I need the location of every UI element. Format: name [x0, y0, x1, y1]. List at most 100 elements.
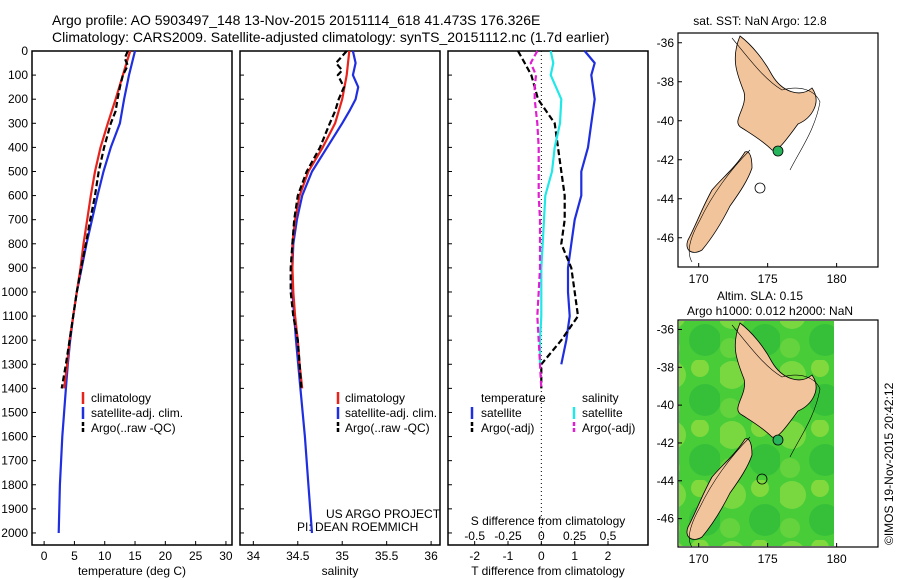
map-ytick-label: -46: [657, 231, 675, 245]
xtick-label: 0: [41, 549, 48, 563]
map-ytick-label: -42: [657, 436, 675, 450]
ytick-label: 100: [8, 68, 28, 82]
north-island: [734, 35, 817, 151]
chatham-outline: [754, 182, 766, 194]
sst-map: [677, 32, 879, 268]
ytick-label: 600: [8, 189, 28, 203]
legend-label-sal-satellite: satellite: [582, 406, 623, 420]
map-ytick-label: -44: [657, 474, 675, 488]
xtick-label: 34: [247, 549, 261, 563]
ytick-label: 400: [8, 140, 28, 154]
legend-label-argo: Argo(..raw -QC): [91, 421, 176, 435]
difference-legend: temperature salinity satellite Argo(-adj…: [470, 391, 635, 435]
s-difference-tick-label: -0.25: [494, 529, 522, 543]
ytick-label: 1600: [1, 430, 28, 444]
difference-xlabel: T difference from climatology: [471, 564, 625, 578]
ytick-label: 300: [8, 116, 28, 130]
map-ytick-label: -40: [657, 398, 675, 412]
series-line-satellite: [560, 50, 596, 365]
map-ytick-label: -38: [657, 360, 675, 374]
south-island: [686, 151, 753, 253]
ytick-label: 1700: [1, 454, 28, 468]
sst-map-title: sat. SST: NaN Argo: 12.8: [693, 14, 827, 28]
ytick-label: 1000: [1, 285, 28, 299]
map-xtick-label: 180: [827, 552, 847, 566]
s-difference-tick-label: -0.5: [464, 529, 485, 543]
ytick-label: 700: [8, 213, 28, 227]
difference-panel: [447, 50, 649, 546]
map-xtick-label: 175: [758, 272, 778, 286]
xtick-label: 35.5: [375, 549, 399, 563]
xtick-label: 35: [336, 549, 350, 563]
chatham-outline: [756, 473, 768, 485]
series-line-argo-adj-: [529, 50, 543, 389]
xtick-label: 2: [605, 549, 612, 563]
series-line-argo-raw-qc-: [60, 50, 129, 389]
ytick-label: 0: [21, 44, 28, 58]
legend-label-temp-argo: Argo(-adj): [481, 421, 534, 435]
xtick-label: 10: [98, 549, 112, 563]
ytick-label: 900: [8, 261, 28, 275]
south-island: [686, 438, 753, 540]
temperature-xlabel: temperature (deg C): [78, 564, 186, 578]
map-ytick-label: -36: [657, 322, 675, 336]
s-difference-tick-label: 0.25: [563, 529, 587, 543]
xtick-label: 15: [128, 549, 142, 563]
map-ytick-label: -40: [657, 114, 675, 128]
xtick-label: 1: [571, 549, 578, 563]
xtick-label: 36: [424, 549, 438, 563]
salinity-xlabel: salinity: [322, 564, 359, 578]
map-ytick-label: -42: [657, 153, 675, 167]
s-difference-title: S difference from climatology: [471, 514, 626, 528]
map-xtick-label: 180: [827, 272, 847, 286]
xtick-label: 25: [189, 549, 203, 563]
s-difference-tick-label: 0.5: [600, 529, 617, 543]
argo-location-marker: [772, 434, 784, 446]
legend-header-salinity: salinity: [582, 391, 619, 405]
xtick-label: -1: [503, 549, 514, 563]
sla-contour: [688, 324, 821, 547]
map-ytick-label: -44: [657, 192, 675, 206]
series-line-argo-adj-: [517, 50, 580, 389]
header-line1: Argo profile: AO 5903497_148 13-Nov-2015…: [52, 12, 540, 28]
series-line-climatology: [63, 50, 132, 389]
map-ytick-label: -38: [657, 75, 675, 89]
ytick-label: 1800: [1, 478, 28, 492]
legend-label-temp-satellite: satellite: [481, 406, 522, 420]
ytick-label: 800: [8, 237, 28, 251]
ytick-label: 1500: [1, 405, 28, 419]
ytick-label: 1400: [1, 381, 28, 395]
sst-map-ticks: 170 175 180 -36 -38 -40 -42 -44 -46: [657, 36, 847, 286]
series-line-satellite-adj-clim-: [291, 50, 360, 534]
ytick-label: 2000: [1, 526, 28, 540]
header-line2: Climatology: CARS2009. Satellite-adjuste…: [52, 29, 609, 45]
map-ytick-label: -36: [657, 36, 675, 50]
sla-map-title: Altim. SLA: 0.15: [717, 289, 803, 303]
ytick-label: 1100: [2, 309, 28, 323]
temperature-panel: [31, 50, 233, 546]
ytick-label: 1300: [1, 357, 28, 371]
xtick-label: -2: [469, 549, 480, 563]
map-xtick-label: 170: [689, 272, 709, 286]
legend-label-satellite: satellite-adj. clim.: [345, 406, 437, 420]
legend-label-sal-argo: Argo(-adj): [582, 421, 635, 435]
legend-label-climatology: climatology: [345, 391, 405, 405]
ytick-label: 500: [8, 164, 28, 178]
map-xtick-label: 175: [758, 552, 778, 566]
series-line-satellite-adj-clim-: [57, 50, 137, 534]
profile-plots: 0100200300400500600700800900100011001200…: [1, 44, 616, 563]
salinity-panel: [239, 50, 441, 546]
legend-label-satellite: satellite-adj. clim.: [91, 406, 183, 420]
credit-text: US ARGO PROJECT: [326, 507, 441, 521]
legend-label-argo: Argo(..raw -QC): [345, 421, 430, 435]
temperature-legend: climatology satellite-adj. clim. Argo(..…: [81, 391, 183, 435]
ytick-label: 1900: [1, 502, 28, 516]
legend-header-temperature: temperature: [481, 391, 546, 405]
legend-label-climatology: climatology: [91, 391, 151, 405]
series-line-climatology: [291, 50, 351, 389]
xtick-label: 34.5: [286, 549, 310, 563]
xtick-label: 0: [538, 549, 545, 563]
sst-contour: [688, 37, 821, 263]
ytick-label: 1200: [1, 333, 28, 347]
argo-location-marker: [772, 145, 784, 157]
